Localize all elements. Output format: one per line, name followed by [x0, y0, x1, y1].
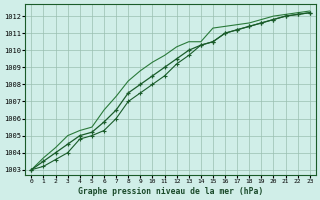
X-axis label: Graphe pression niveau de la mer (hPa): Graphe pression niveau de la mer (hPa) [78, 187, 263, 196]
